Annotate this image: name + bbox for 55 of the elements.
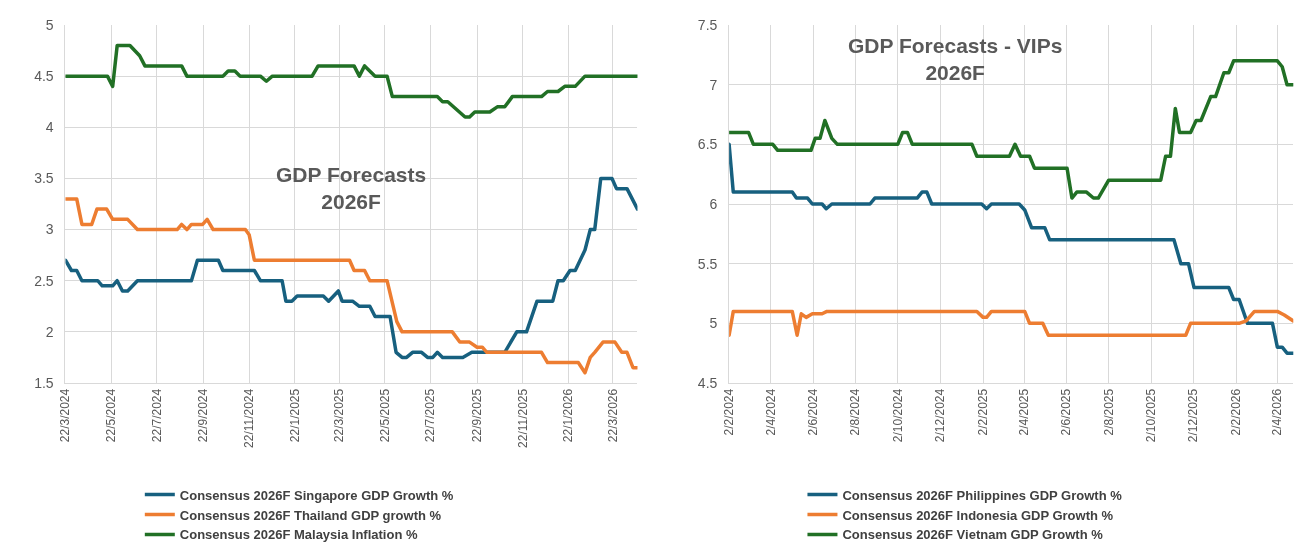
y-tick-label: 3.5	[34, 170, 54, 187]
legend-label: Consensus 2026F Indonesia GDP Growth %	[842, 507, 1114, 523]
x-tick-label: 22/9/2025	[469, 388, 484, 443]
legend-label: Consensus 2026F Malaysia Inflation %	[179, 527, 418, 543]
y-tick-label: 7	[709, 76, 718, 93]
x-tick-label: 22/9/2024	[196, 388, 211, 443]
legend-label: Consensus 2026F Thailand GDP growth %	[179, 507, 442, 523]
y-tick-label: 6.5	[697, 136, 718, 153]
x-tick-label: 22/3/2026	[605, 388, 620, 443]
y-tick-label: 5	[45, 16, 54, 33]
x-tick-label: 22/11/2025	[515, 388, 530, 448]
y-tick-label: 4	[45, 119, 54, 136]
line-series	[729, 59, 1294, 200]
y-tick-label: 1.5	[34, 374, 54, 391]
y-tick-label: 6	[709, 195, 718, 212]
x-tick-label: 22/1/2026	[561, 388, 576, 443]
y-tick-label: 2	[45, 323, 54, 340]
x-tick-label: 2/12/2024	[932, 388, 947, 443]
x-tick-label: 2/12/2025	[1186, 388, 1201, 443]
y-tick-label: 5.5	[697, 255, 718, 272]
x-tick-label: 2/10/2024	[890, 388, 905, 443]
legend-label: Consensus 2026F Singapore GDP Growth %	[179, 487, 454, 503]
line-series	[729, 142, 1294, 355]
y-tick-label: 3	[45, 221, 54, 238]
x-tick-label: 22/7/2024	[149, 388, 164, 443]
line-series	[65, 43, 638, 119]
x-tick-label: 2/4/2024	[763, 388, 778, 436]
line-series	[65, 197, 638, 375]
y-tick-label: 4.5	[697, 374, 718, 391]
x-tick-label: 2/8/2025	[1101, 388, 1116, 436]
x-tick-label: 2/6/2024	[805, 388, 820, 436]
y-tick-label: 2.5	[34, 272, 54, 289]
x-tick-label: 2/6/2025	[1059, 388, 1074, 436]
y-tick-label: 4.5	[34, 68, 54, 85]
x-tick-label: 2/2/2024	[722, 388, 737, 436]
x-tick-label: 22/5/2025	[377, 388, 392, 443]
legend-label: Consensus 2026F Philippines GDP Growth %	[842, 487, 1123, 503]
x-tick-label: 22/5/2024	[104, 388, 119, 443]
legend-label: Consensus 2026F Vietnam GDP Growth %	[842, 527, 1104, 543]
x-tick-label: 22/7/2025	[423, 388, 438, 443]
text: GDP Forecasts 2026F	[276, 163, 427, 214]
x-tick-label: 2/4/2026	[1270, 388, 1285, 436]
y-tick-label: 7.5	[697, 16, 718, 33]
text: GDP Forecasts - VIPs 2026F	[848, 34, 1063, 85]
x-tick-label: 22/1/2025	[287, 388, 302, 443]
x-tick-label: 2/8/2024	[848, 388, 863, 436]
line-series	[729, 309, 1294, 338]
x-tick-label: 2/2/2025	[975, 388, 990, 436]
x-tick-label: 22/3/2024	[58, 388, 73, 443]
x-tick-label: 2/2/2026	[1229, 388, 1244, 436]
x-tick-label: 2/10/2025	[1143, 388, 1158, 443]
x-tick-label: 2/4/2025	[1016, 388, 1031, 436]
x-tick-label: 22/11/2024	[242, 388, 257, 448]
x-tick-label: 22/3/2025	[332, 388, 346, 443]
y-tick-label: 5	[709, 315, 718, 332]
